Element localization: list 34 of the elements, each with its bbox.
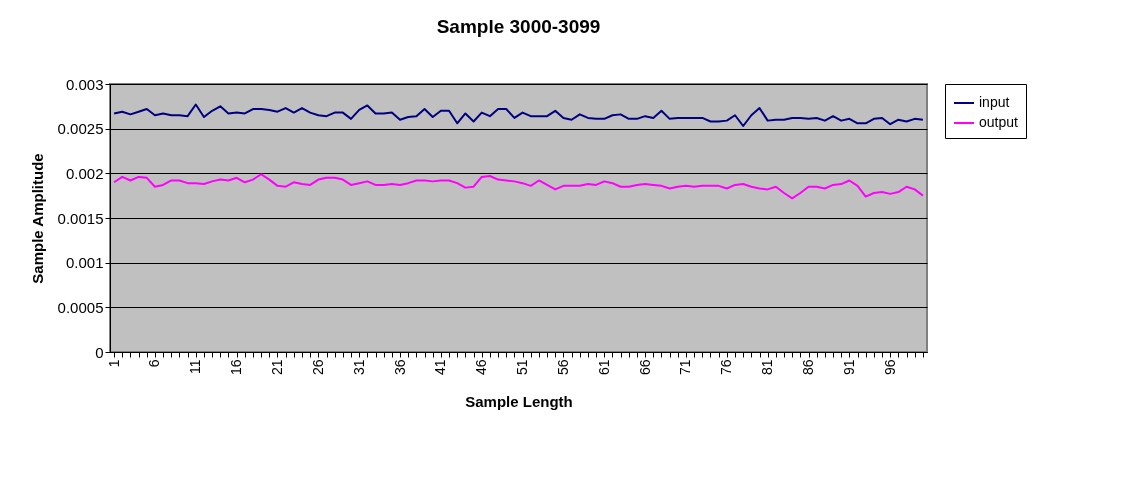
x-tick-label: 61 [595, 359, 612, 376]
x-tick-label: 96 [881, 359, 898, 376]
chart-title: Sample 3000-3099 [436, 16, 601, 37]
x-tick-label: 6 [146, 359, 163, 368]
y-tick-label: 0.0005 [57, 298, 104, 316]
y-axis-title: Sample Amplitude [28, 153, 46, 284]
x-tick-label: 21 [268, 359, 285, 376]
y-tick-label: 0.002 [65, 164, 104, 182]
y-tick-label: 0.003 [65, 75, 104, 93]
x-tick-label: 26 [309, 359, 326, 376]
line-series [113, 103, 924, 127]
x-tick-label: 46 [473, 359, 490, 376]
y-tick-label: 0.001 [65, 254, 104, 272]
x-tick-label: 76 [718, 359, 735, 376]
x-tick-label: 81 [759, 359, 776, 376]
legend-label: input [979, 94, 1010, 110]
x-axis-title: Sample Length [465, 393, 573, 411]
legend-label: output [979, 114, 1019, 130]
x-tick-label: 1 [105, 359, 122, 368]
y-tick-label: 0.0015 [57, 209, 104, 227]
x-tick-label: 41 [432, 359, 449, 376]
line-series [113, 173, 924, 200]
x-tick-label: 71 [677, 359, 694, 376]
x-tick-label: 16 [228, 359, 245, 376]
y-tick-label: 0 [95, 343, 104, 361]
x-tick-label: 86 [800, 359, 817, 376]
x-tick-label: 66 [636, 359, 653, 376]
x-tick-label: 36 [391, 359, 408, 376]
x-tick-label: 91 [840, 359, 857, 376]
x-tick-label: 31 [350, 359, 367, 376]
x-tick-label: 11 [187, 359, 204, 375]
y-tick-label: 0.0025 [57, 120, 104, 138]
x-tick-label: 56 [554, 359, 571, 376]
x-tick-label: 51 [514, 359, 531, 376]
